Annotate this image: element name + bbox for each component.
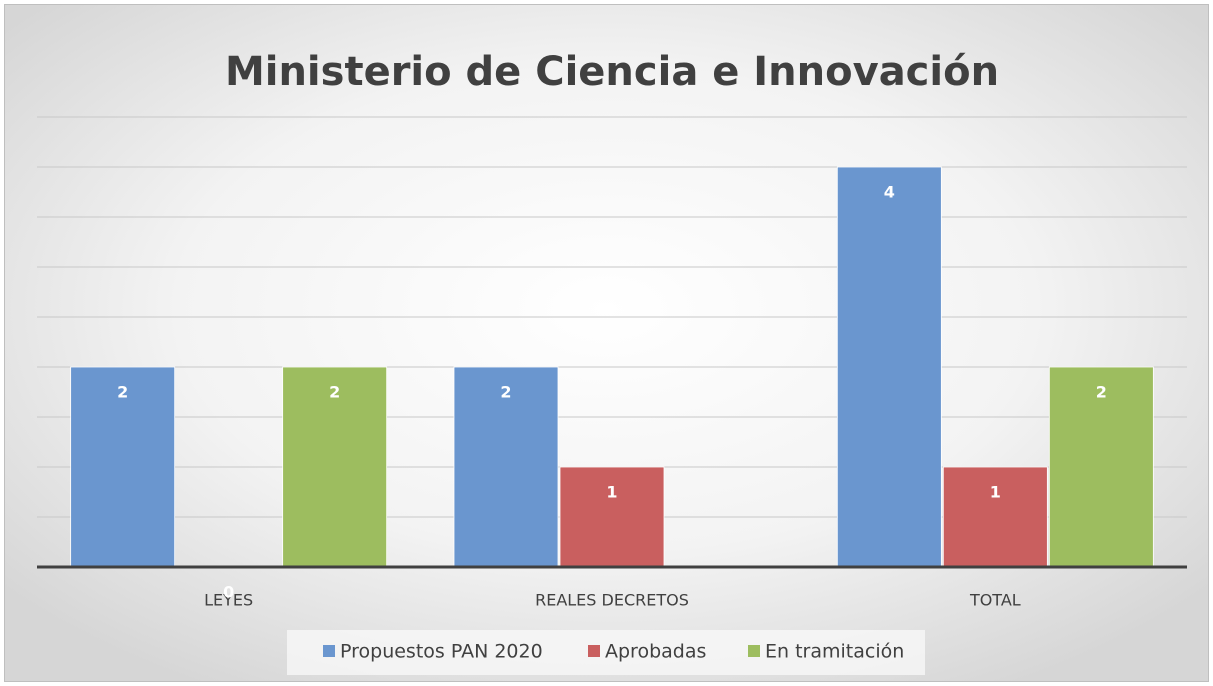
bar — [1048, 366, 1154, 568]
legend-label: En tramitación — [765, 641, 904, 663]
bar — [942, 466, 1048, 568]
chart-title: Ministerio de Ciencia e Innovación — [225, 49, 999, 95]
data-label: 2 — [500, 383, 511, 402]
data-label: 1 — [606, 483, 617, 502]
legend-box — [287, 630, 925, 675]
data-label: 2 — [329, 383, 340, 402]
data-label: 2 — [117, 383, 128, 402]
legend-swatch — [748, 645, 760, 657]
legend-label: Propuestos PAN 2020 — [340, 641, 543, 663]
data-label: 1 — [990, 483, 1001, 502]
data-label: 4 — [884, 183, 895, 202]
bar — [559, 466, 665, 568]
chart-background — [4, 4, 1209, 682]
bar — [70, 366, 176, 568]
bar — [836, 166, 942, 568]
legend-label: Aprobadas — [605, 641, 706, 663]
bar — [453, 366, 559, 568]
data-label: 2 — [1096, 383, 1107, 402]
x-tick-label: REALES DECRETOS — [535, 591, 689, 610]
legend-swatch — [323, 645, 335, 657]
legend-swatch — [588, 645, 600, 657]
x-tick-label: LEYES — [204, 591, 253, 610]
x-tick-label: TOTAL — [969, 591, 1021, 610]
bar — [282, 366, 388, 568]
data-label: 0 — [223, 583, 234, 602]
